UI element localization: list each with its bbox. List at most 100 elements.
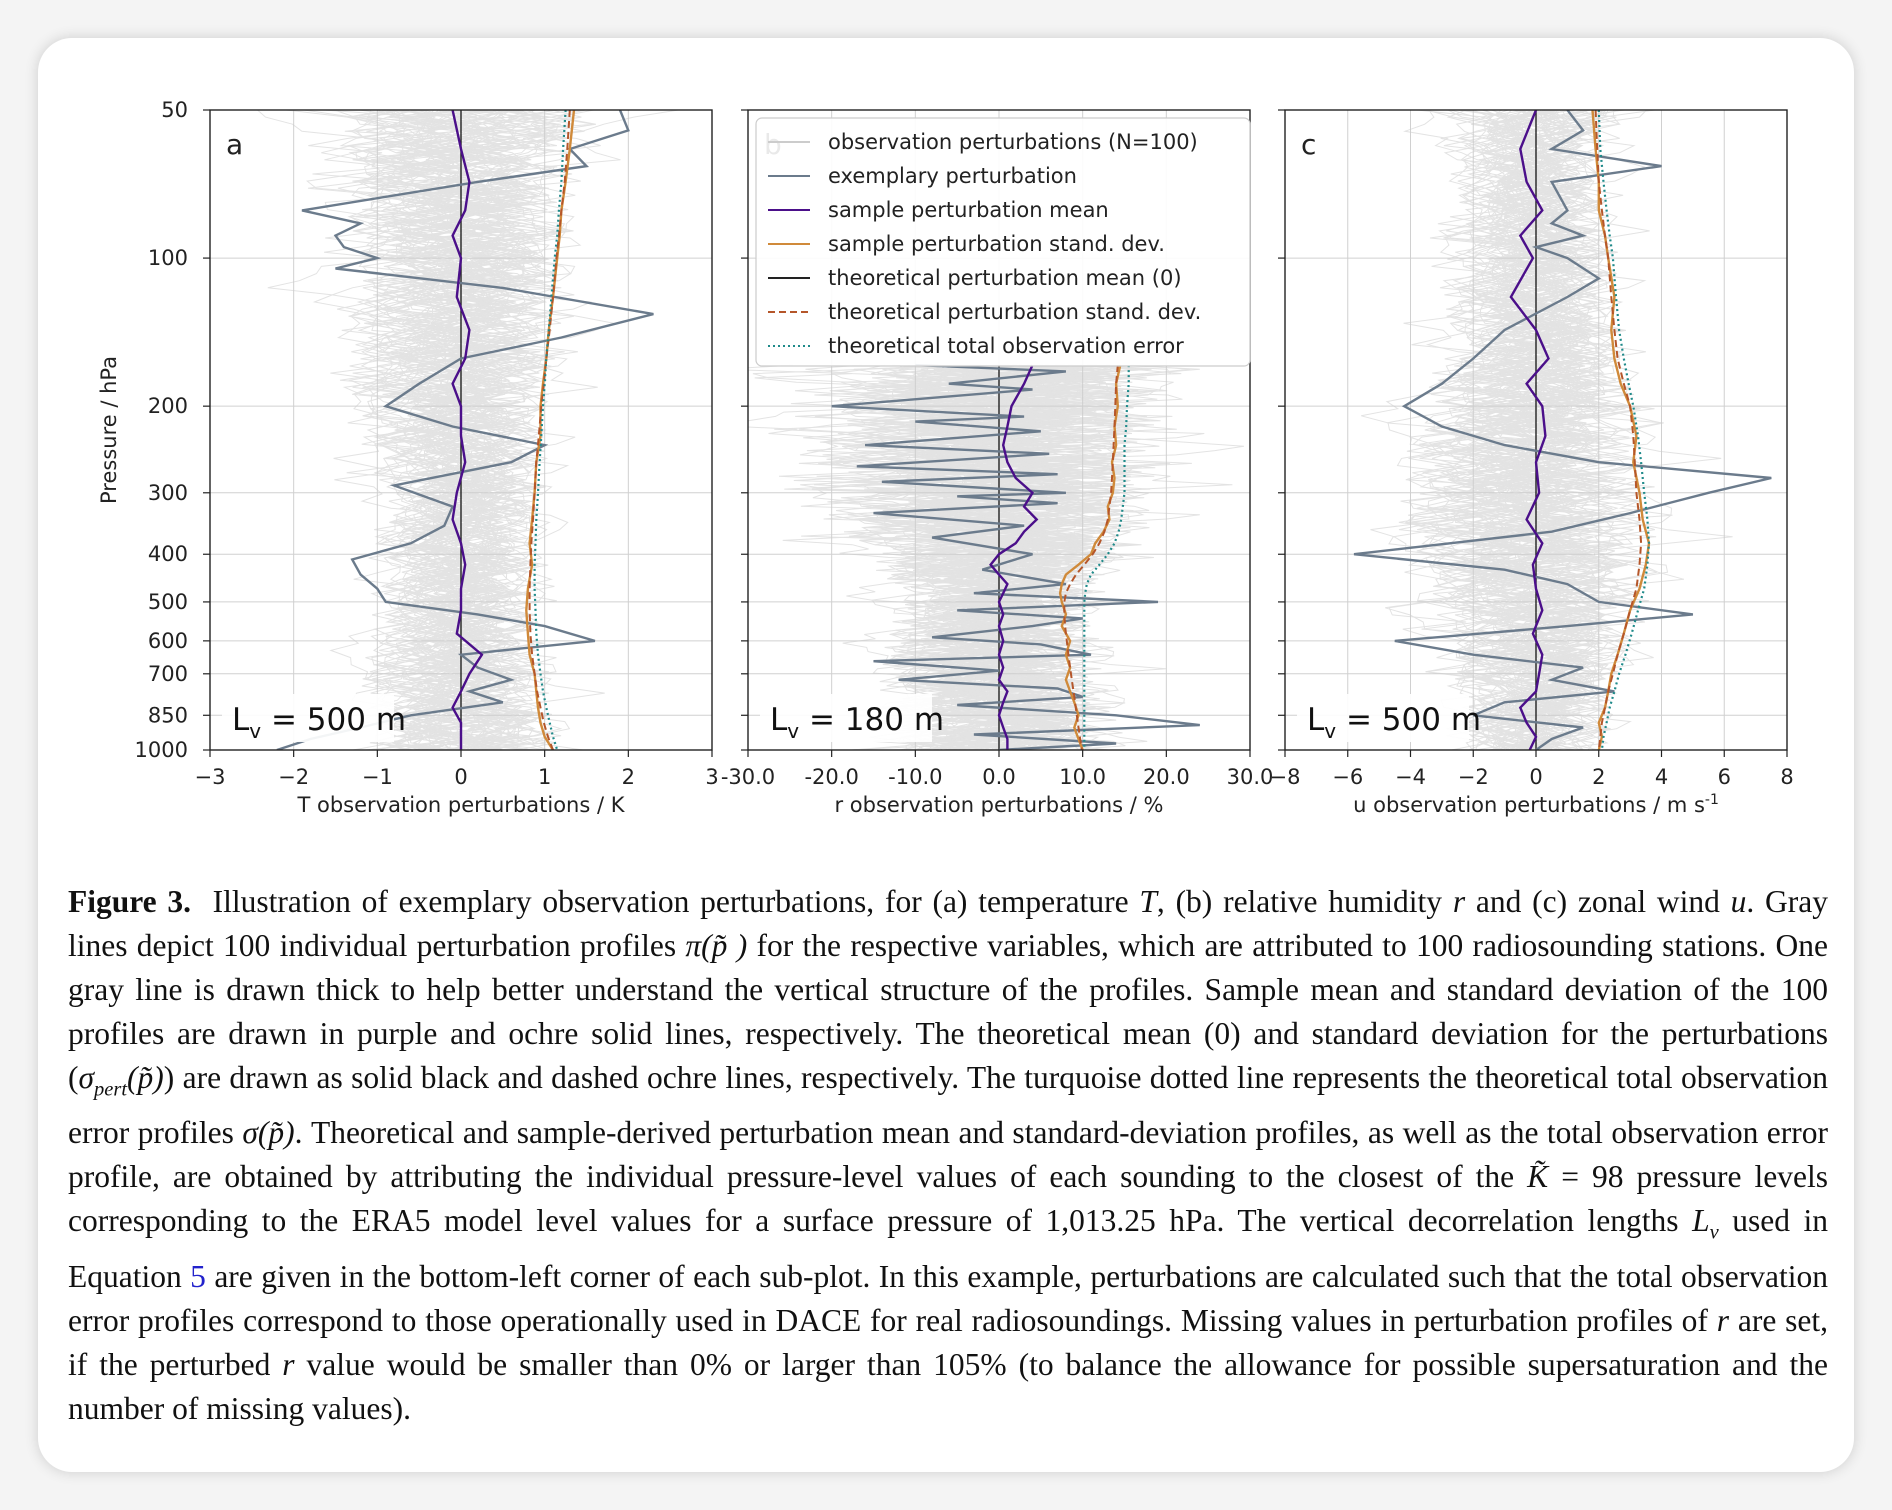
plot-area-a bbox=[210, 110, 712, 750]
theoretical-std-line bbox=[1063, 365, 1119, 750]
perturbation-profile bbox=[372, 110, 616, 750]
figure-label: Figure 3. bbox=[68, 884, 192, 919]
panel-a: −3 −2 −1 0 1 2 3 50 100 200 300 400 500 600 700 850 1000… bbox=[135, 98, 719, 817]
perturbation-profile bbox=[344, 110, 555, 750]
perturbation-profile bbox=[353, 110, 549, 750]
y-tick-label: 850 bbox=[148, 703, 188, 727]
perturbation-profile bbox=[1388, 110, 1673, 750]
perturbation-profile bbox=[1361, 110, 1610, 750]
ensemble-lines bbox=[1361, 110, 1733, 750]
perturbation-profile bbox=[843, 364, 1146, 750]
decorrelation-length-label: Lv = 180 m bbox=[770, 702, 944, 743]
perturbation-profile bbox=[352, 110, 548, 750]
x-tick-label: 10.0 bbox=[1059, 765, 1106, 789]
y-tick-label: 1000 bbox=[135, 738, 188, 762]
x-tick-label: −6 bbox=[1332, 765, 1363, 789]
decorrelation-length-label: Lv = 500 m bbox=[1307, 702, 1481, 743]
y-tick-label: 200 bbox=[148, 394, 188, 418]
panel-letter: c bbox=[1301, 128, 1316, 161]
perturbation-profile bbox=[911, 364, 1158, 750]
x-tick-label: 2 bbox=[1592, 765, 1605, 789]
perturbation-profile bbox=[1403, 110, 1650, 750]
x-tick-label: 4 bbox=[1655, 765, 1668, 789]
x-axis-label: T observation perturbations / K bbox=[297, 793, 626, 817]
x-axis-label: r observation perturbations / % bbox=[835, 793, 1164, 817]
x-tick-label: -10.0 bbox=[888, 765, 942, 789]
panel-letter: a bbox=[226, 128, 243, 161]
perturbation-profile bbox=[1412, 110, 1615, 750]
plot-area-c bbox=[1285, 110, 1787, 750]
x-tick-label: 0 bbox=[454, 765, 467, 789]
y-tick-label: 300 bbox=[148, 481, 188, 505]
perturbation-profile bbox=[1419, 110, 1617, 750]
y-axis-label: Pressure / hPa bbox=[97, 356, 121, 504]
x-tick-label: -30.0 bbox=[721, 765, 775, 789]
y-tick-label: 50 bbox=[161, 98, 188, 122]
y-tick-label: 500 bbox=[148, 590, 188, 614]
perturbation-profile bbox=[366, 110, 521, 750]
perturbation-profile bbox=[312, 110, 576, 750]
perturbation-profile bbox=[1441, 110, 1598, 750]
theoretical-std-line bbox=[528, 110, 571, 750]
theoretical-std-line bbox=[1594, 110, 1643, 750]
legend-entry: exemplary perturbation bbox=[828, 164, 1077, 188]
perturbation-profile bbox=[1388, 110, 1654, 750]
annotation-box bbox=[1297, 694, 1469, 742]
x-tick-label: −3 bbox=[195, 765, 226, 789]
y-tick-label: 400 bbox=[148, 542, 188, 566]
x-tick-label: 6 bbox=[1718, 765, 1731, 789]
x-tick-label: −8 bbox=[1270, 765, 1301, 789]
x-tick-label: 0.0 bbox=[982, 765, 1015, 789]
perturbation-profile bbox=[362, 110, 575, 750]
legend-entry: theoretical perturbation stand. dev. bbox=[828, 300, 1201, 324]
perturbation-profile bbox=[347, 110, 596, 750]
exemplary-perturbation-line bbox=[276, 110, 654, 750]
exemplary-perturbation-line bbox=[831, 363, 1200, 750]
x-tick-label: 8 bbox=[1780, 765, 1793, 789]
legend-entry: sample perturbation mean bbox=[828, 198, 1109, 222]
x-tick-label: 1 bbox=[538, 765, 551, 789]
legend-entry: observation perturbations (N=100) bbox=[828, 130, 1198, 154]
panel-c: −8 −6 −4 −2 0 2 4 6 8 u observation perturbations… bbox=[1270, 109, 1794, 817]
legend-entry: theoretical perturbation mean (0) bbox=[828, 266, 1182, 290]
sample-mean-line bbox=[1509, 110, 1550, 750]
total-error-line bbox=[1597, 110, 1651, 750]
x-tick-label: 30.0 bbox=[1227, 765, 1274, 789]
perturbation-profile bbox=[1404, 110, 1647, 750]
exemplary-perturbation-line bbox=[1353, 110, 1772, 750]
perturbation-profile bbox=[371, 110, 571, 750]
legend-entry: sample perturbation stand. dev. bbox=[828, 232, 1165, 256]
equation-link[interactable]: 5 bbox=[190, 1258, 206, 1294]
x-tick-label: −4 bbox=[1395, 765, 1426, 789]
perturbation-profile bbox=[1430, 110, 1669, 750]
x-tick-label: −2 bbox=[1458, 765, 1489, 789]
x-tick-label: −1 bbox=[362, 765, 393, 789]
perturbation-profile bbox=[355, 110, 559, 750]
x-axis-label: u observation perturbations / m s-1 bbox=[1353, 792, 1719, 817]
x-tick-label: 0 bbox=[1529, 765, 1542, 789]
x-tick-label: 2 bbox=[622, 765, 635, 789]
sample-mean-line bbox=[451, 110, 484, 750]
annotation-box bbox=[760, 694, 932, 742]
perturbation-profile bbox=[348, 110, 552, 750]
perturbation-profile bbox=[860, 364, 1117, 750]
legend: observation perturbations (N=100) exempla… bbox=[755, 117, 1251, 367]
legend-box bbox=[755, 117, 1251, 367]
perturbation-profile bbox=[1406, 110, 1625, 750]
y-tick-label: 700 bbox=[148, 662, 188, 686]
perturbation-profile bbox=[859, 364, 1154, 750]
perturbation-profile bbox=[1463, 110, 1722, 750]
ensemble-lines bbox=[748, 364, 1245, 750]
perturbation-profile bbox=[1444, 110, 1664, 750]
legend-entry: theoretical total observation error bbox=[828, 334, 1184, 358]
sample-mean-line bbox=[989, 364, 1039, 750]
x-tick-label: 20.0 bbox=[1143, 765, 1190, 789]
figure-caption: Figure 3. Illustration of exemplary obse… bbox=[68, 884, 1829, 1426]
perturbation-profile bbox=[349, 110, 559, 750]
figure-plot: −3 −2 −1 0 1 2 3 50 100 200 300 400 500 600 700 850 1000… bbox=[97, 98, 1794, 817]
annotation-box bbox=[222, 694, 394, 742]
perturbation-profile bbox=[848, 364, 1117, 750]
y-tick-label: 600 bbox=[148, 629, 188, 653]
perturbation-profile bbox=[1427, 110, 1616, 750]
x-tick-label: 3 bbox=[705, 765, 718, 789]
